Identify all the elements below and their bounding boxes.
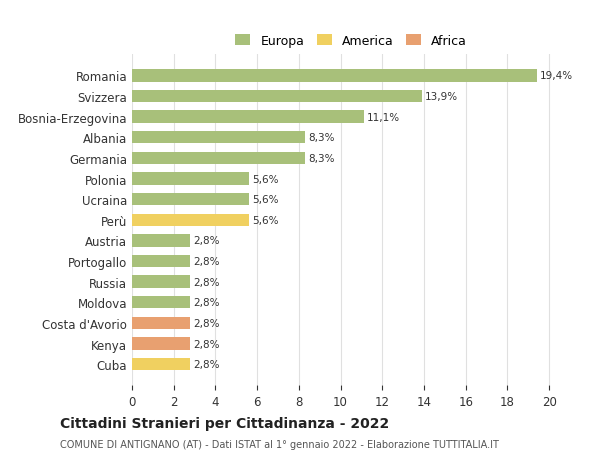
Text: 19,4%: 19,4%	[540, 71, 573, 81]
Bar	[132, 111, 364, 123]
Legend: Europa, America, Africa: Europa, America, Africa	[235, 35, 467, 48]
Bar	[132, 297, 190, 309]
Text: 2,8%: 2,8%	[194, 297, 220, 308]
Bar	[132, 70, 536, 83]
Text: 5,6%: 5,6%	[252, 195, 278, 205]
Bar	[132, 152, 305, 165]
Text: Cittadini Stranieri per Cittadinanza - 2022: Cittadini Stranieri per Cittadinanza - 2…	[60, 416, 389, 430]
Text: COMUNE DI ANTIGNANO (AT) - Dati ISTAT al 1° gennaio 2022 - Elaborazione TUTTITAL: COMUNE DI ANTIGNANO (AT) - Dati ISTAT al…	[60, 440, 499, 449]
Bar	[132, 194, 249, 206]
Text: 2,8%: 2,8%	[194, 277, 220, 287]
Bar	[132, 358, 190, 370]
Bar	[132, 276, 190, 288]
Text: 2,8%: 2,8%	[194, 236, 220, 246]
Text: 5,6%: 5,6%	[252, 215, 278, 225]
Text: 5,6%: 5,6%	[252, 174, 278, 184]
Bar	[132, 338, 190, 350]
Text: 2,8%: 2,8%	[194, 359, 220, 369]
Bar	[132, 132, 305, 144]
Text: 13,9%: 13,9%	[425, 92, 458, 102]
Bar	[132, 214, 249, 226]
Bar	[132, 91, 422, 103]
Text: 8,3%: 8,3%	[308, 154, 335, 163]
Bar	[132, 255, 190, 268]
Text: 2,8%: 2,8%	[194, 339, 220, 349]
Text: 8,3%: 8,3%	[308, 133, 335, 143]
Text: 2,8%: 2,8%	[194, 318, 220, 328]
Text: 11,1%: 11,1%	[367, 112, 400, 123]
Bar	[132, 235, 190, 247]
Bar	[132, 173, 249, 185]
Bar	[132, 317, 190, 330]
Text: 2,8%: 2,8%	[194, 257, 220, 267]
